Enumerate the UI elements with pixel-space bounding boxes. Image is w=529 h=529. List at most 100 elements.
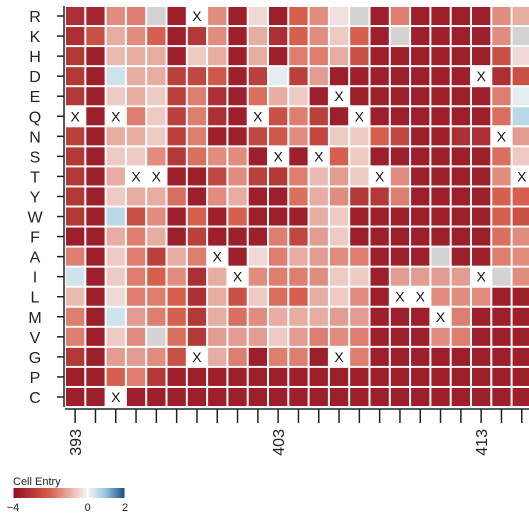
heatmap-cell — [370, 147, 389, 166]
heatmap-cell — [390, 267, 410, 286]
heatmap-cell — [269, 327, 288, 346]
heatmap-cell — [248, 327, 267, 346]
heatmap-cell — [66, 247, 85, 266]
heatmap-cell — [187, 227, 207, 246]
heatmap-cell — [451, 27, 470, 46]
heatmap-cell — [309, 287, 328, 306]
heatmap-cell — [248, 207, 267, 226]
heatmap-cell — [269, 247, 288, 266]
heatmap-cell — [472, 7, 491, 26]
heatmap-cell — [126, 247, 146, 266]
heatmap-cell — [66, 227, 85, 246]
row-label: H — [29, 49, 41, 66]
heatmap-cell — [147, 67, 166, 86]
heatmap-cell — [492, 47, 511, 66]
heatmap-cell — [167, 7, 186, 26]
heatmap-cell — [66, 267, 85, 286]
heatmap-cell — [248, 107, 267, 126]
heatmap-cell — [309, 207, 328, 226]
heatmap-cell — [329, 207, 349, 226]
heatmap-cell — [147, 287, 166, 306]
heatmap-cell — [309, 327, 328, 346]
heatmap-cell — [411, 47, 430, 66]
heatmap-cell — [126, 367, 146, 386]
heatmap-cell — [370, 307, 389, 326]
heatmap-cell — [289, 347, 308, 366]
heatmap-cell — [289, 67, 308, 86]
heatmap-cell — [126, 347, 146, 366]
heatmap-cell — [66, 107, 85, 126]
heatmap-cell — [228, 307, 247, 326]
heatmap-cell — [208, 267, 227, 286]
heatmap-cell — [370, 127, 389, 146]
heatmap-cell — [289, 47, 308, 66]
heatmap-cell — [228, 207, 247, 226]
heatmap-cell — [86, 187, 105, 206]
wildtype-marker: X — [476, 269, 486, 285]
legend-tick-label: −4 — [7, 502, 20, 514]
heatmap-cell — [350, 207, 369, 226]
heatmap-cell — [411, 187, 430, 206]
heatmap-cell — [411, 347, 430, 366]
heatmap-cell — [492, 87, 511, 106]
heatmap-cell — [431, 287, 450, 306]
heatmap-cell — [411, 87, 430, 106]
heatmap-cell — [411, 247, 430, 266]
heatmap-cell — [431, 387, 450, 406]
heatmap-cell — [167, 367, 186, 386]
heatmap-cell — [187, 387, 207, 406]
wildtype-marker: X — [253, 108, 263, 124]
heatmap-cell — [370, 27, 389, 46]
heatmap-cell — [208, 27, 227, 46]
heatmap-cell — [106, 367, 125, 386]
heatmap-cell — [451, 267, 470, 286]
row-label: V — [30, 330, 41, 347]
legend-color-bar — [13, 488, 125, 498]
heatmap-cell — [370, 107, 389, 126]
heatmap-cell — [106, 167, 125, 186]
heatmap-cell — [512, 47, 529, 66]
heatmap-cell — [86, 287, 105, 306]
wildtype-marker: X — [111, 108, 121, 124]
heatmap-cell — [248, 7, 267, 26]
heatmap-cell — [126, 127, 146, 146]
heatmap-cell — [390, 47, 410, 66]
heatmap-cell — [370, 287, 389, 306]
wildtype-marker: X — [111, 389, 121, 405]
heatmap-cell — [248, 187, 267, 206]
heatmap-cell — [289, 27, 308, 46]
heatmap-cell — [167, 327, 186, 346]
row-label: T — [30, 169, 40, 186]
heatmap-cell — [472, 27, 491, 46]
heatmap-cell — [248, 167, 267, 186]
heatmap-cell — [512, 27, 529, 46]
heatmap-cell — [269, 87, 288, 106]
heatmap-cell — [390, 207, 410, 226]
heatmap-cell — [492, 187, 511, 206]
heatmap-cell — [390, 227, 410, 246]
heatmap-cell — [472, 147, 491, 166]
heatmap-cell — [289, 327, 308, 346]
heatmap-cell — [350, 27, 369, 46]
heatmap-cell — [431, 347, 450, 366]
heatmap-cell — [431, 247, 450, 266]
heatmap-cell — [106, 67, 125, 86]
heatmap-cell — [66, 167, 85, 186]
heatmap-cell — [309, 367, 328, 386]
heatmap-cell — [126, 87, 146, 106]
heatmap-cell — [126, 67, 146, 86]
heatmap-cell — [187, 207, 207, 226]
heatmap-cell — [492, 227, 511, 246]
heatmap-cell — [411, 207, 430, 226]
heatmap-cell — [431, 187, 450, 206]
heatmap-cell — [167, 167, 186, 186]
heatmap-cell — [126, 207, 146, 226]
heatmap-cell — [451, 227, 470, 246]
heatmap-cell — [147, 187, 166, 206]
heatmap-cell — [451, 367, 470, 386]
heatmap-cell — [512, 267, 529, 286]
heatmap-cell — [66, 327, 85, 346]
heatmap-cell — [309, 167, 328, 186]
wildtype-marker: X — [375, 168, 385, 184]
heatmap-cell — [289, 127, 308, 146]
